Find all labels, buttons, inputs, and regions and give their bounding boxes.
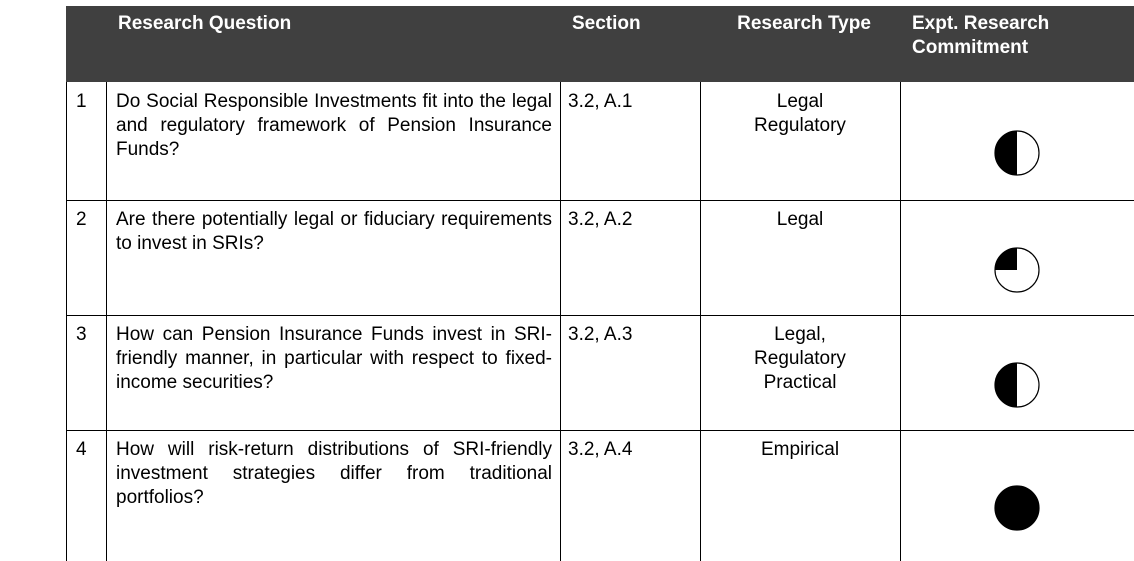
commitment-ball (994, 130, 1040, 176)
section: 3.2, A.4 (568, 439, 633, 460)
section: 3.2, A.3 (568, 324, 633, 345)
row-number: 4 (76, 439, 87, 460)
research-type: Legal, Regulatory Practical (754, 324, 846, 393)
commitment-ball (994, 484, 1040, 531)
research-type: Legal Regulatory (754, 91, 846, 136)
ball-fill (995, 247, 1017, 270)
column-border (560, 82, 561, 561)
commitment-ball (994, 246, 1040, 293)
ball-fill (995, 362, 1017, 407)
row-number: 3 (76, 324, 87, 345)
question: How can Pension Insurance Funds invest i… (116, 324, 552, 393)
header-cell: Research Question (118, 13, 292, 34)
column-border (106, 82, 107, 561)
commitment-ball (994, 361, 1040, 408)
row-number: 1 (76, 91, 87, 112)
column-border (900, 82, 901, 561)
research-type: Empirical (760, 439, 840, 460)
column-border (700, 82, 701, 561)
question: Do Social Responsible Investments fit in… (116, 91, 552, 160)
column-border (66, 82, 67, 561)
header-band (66, 6, 1134, 82)
section: 3.2, A.2 (568, 209, 633, 230)
question: How will risk-return distributions of SR… (116, 439, 552, 508)
row-border (66, 430, 1134, 431)
research-type: Legal (776, 209, 824, 230)
ball-outline (994, 484, 1040, 531)
row-border (66, 315, 1134, 316)
ball-fill (995, 131, 1017, 175)
row-border (66, 200, 1134, 201)
question: Are there potentially legal or fiduciary… (116, 209, 552, 254)
header-cell: Expt. Research Commitment (912, 13, 1050, 58)
header-cell: Research Type (737, 13, 871, 34)
header-cell: Section (572, 13, 641, 34)
row-number: 2 (76, 209, 87, 230)
section: 3.2, A.1 (568, 91, 633, 112)
